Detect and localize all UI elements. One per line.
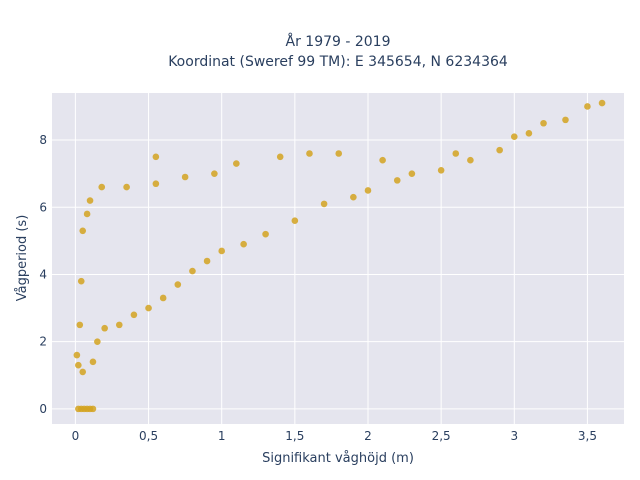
y-tick-label: 0 (39, 402, 47, 416)
y-tick-label: 8 (39, 133, 47, 147)
x-tick-label: 3 (510, 429, 518, 443)
plot-area (52, 93, 624, 424)
data-point (598, 99, 606, 107)
y-axis-ticks: 0 2 4 6 8 (39, 133, 47, 416)
data-point (218, 247, 225, 255)
x-tick-label: 2 (364, 429, 372, 443)
data-point (89, 358, 97, 366)
y-tick-label: 4 (39, 267, 47, 281)
x-tick-label: 0,5 (139, 429, 158, 443)
data-point (562, 116, 569, 124)
data-point (130, 311, 138, 319)
data-point (203, 257, 211, 265)
data-point (364, 187, 372, 194)
data-point (306, 150, 313, 157)
data-point (89, 405, 97, 413)
data-point (350, 193, 357, 201)
data-point (181, 173, 189, 181)
x-axis-ticks: 0 0,5 1 1,5 2 2,5 3 3,5 (72, 429, 597, 443)
data-point (73, 351, 81, 359)
data-points (73, 99, 606, 413)
data-point (510, 133, 518, 140)
data-point (379, 156, 386, 164)
data-point (452, 150, 460, 157)
data-point (83, 210, 91, 218)
data-point (115, 321, 123, 329)
data-point (276, 153, 284, 161)
data-point (525, 130, 533, 137)
data-point (584, 103, 591, 110)
data-point (76, 321, 84, 329)
data-point (152, 153, 160, 161)
data-point (94, 338, 101, 345)
data-point (75, 361, 82, 369)
data-point (335, 150, 343, 157)
data-point (540, 119, 547, 127)
grid-lines (52, 93, 624, 424)
data-point (211, 170, 218, 177)
data-point (437, 166, 445, 174)
data-point (467, 156, 474, 164)
chart-subtitle: Koordinat (Sweref 99 TM): E 345654, N 62… (168, 54, 508, 70)
x-tick-label: 3,5 (578, 429, 597, 443)
data-point (174, 281, 182, 288)
data-point (86, 197, 94, 204)
x-tick-label: 1,5 (285, 429, 304, 443)
y-tick-label: 2 (39, 335, 47, 349)
data-point (77, 277, 85, 285)
data-point (262, 230, 269, 238)
x-tick-label: 1 (218, 429, 226, 443)
data-point (496, 146, 503, 154)
data-point (240, 240, 247, 248)
data-point (101, 324, 108, 332)
data-point (320, 200, 328, 208)
x-tick-label: 2,5 (432, 429, 451, 443)
data-point (79, 227, 87, 235)
data-point (233, 160, 240, 167)
data-point (291, 217, 299, 224)
data-point (98, 183, 106, 191)
data-point (159, 294, 167, 302)
data-point (123, 183, 130, 191)
data-point (152, 180, 160, 188)
chart-title: År 1979 - 2019 (286, 33, 391, 50)
data-point (79, 368, 87, 376)
x-tick-label: 0 (72, 429, 80, 443)
y-axis-label: Vågperiod (s) (15, 215, 30, 302)
x-axis-label: Signifikant våghöjd (m) (262, 451, 414, 466)
data-point (189, 267, 196, 275)
y-tick-label: 6 (39, 200, 47, 214)
data-point (145, 304, 152, 312)
data-point (408, 170, 416, 177)
data-point (393, 177, 401, 184)
